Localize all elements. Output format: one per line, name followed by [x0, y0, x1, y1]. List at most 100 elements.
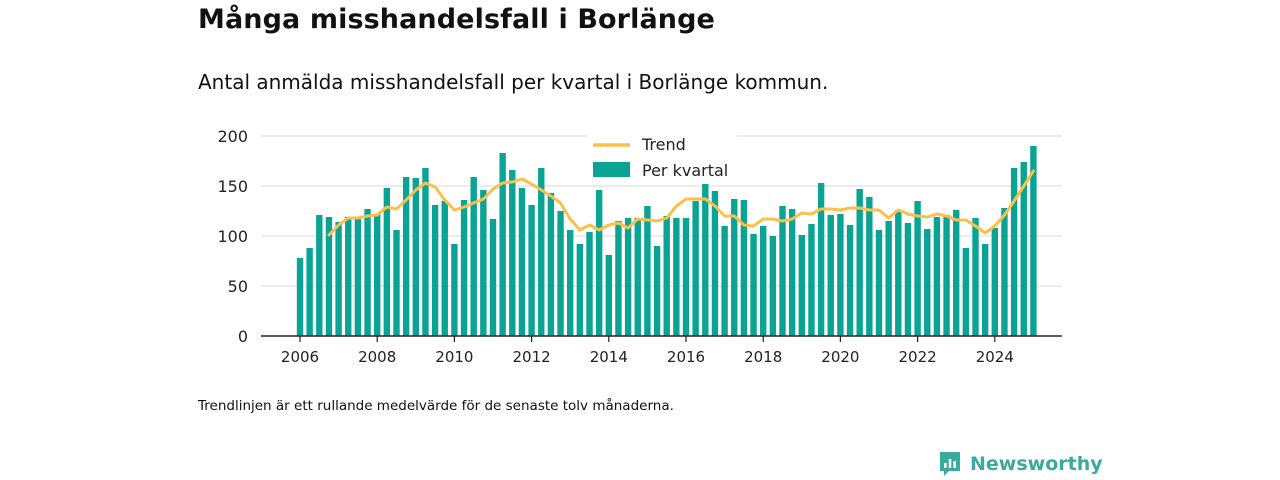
bar — [663, 216, 670, 336]
bar — [1030, 146, 1037, 336]
bar — [316, 215, 323, 336]
bar — [914, 201, 921, 336]
bar — [325, 217, 333, 336]
bar — [547, 193, 555, 336]
bar — [460, 200, 468, 336]
bar — [431, 205, 439, 336]
bar — [567, 230, 574, 336]
bar — [817, 183, 825, 336]
trend-line — [327, 169, 1035, 237]
bar — [1010, 168, 1018, 336]
newsworthy-logo-icon — [940, 452, 960, 476]
bar — [837, 214, 844, 336]
bar — [634, 218, 641, 336]
bar — [856, 189, 863, 336]
bar — [374, 214, 381, 336]
bar — [827, 215, 834, 336]
bar — [943, 215, 950, 336]
bar — [557, 211, 564, 336]
y-tick-label: 200 — [217, 127, 248, 146]
bar — [933, 217, 941, 336]
x-tick-label: 2022 — [899, 348, 937, 366]
bar — [393, 230, 400, 336]
bar — [866, 197, 873, 336]
bar — [692, 201, 699, 336]
x-tick-label: 2016 — [667, 348, 705, 366]
bar — [779, 206, 786, 336]
bar — [422, 168, 429, 336]
bar — [615, 221, 622, 336]
y-tick-label: 0 — [238, 327, 248, 346]
brand-name: Newsworthy — [970, 453, 1103, 475]
bar — [576, 244, 584, 336]
bar — [962, 248, 970, 336]
y-tick-label: 100 — [217, 227, 248, 246]
bar — [451, 244, 458, 336]
bar — [538, 168, 545, 336]
bar — [769, 236, 777, 336]
bar — [402, 177, 410, 336]
bar — [1001, 208, 1008, 336]
bar — [1020, 162, 1027, 336]
bar — [875, 230, 883, 336]
legend-trend-label: Trend — [641, 135, 686, 154]
bar — [383, 188, 391, 336]
bar — [991, 228, 998, 336]
bar — [760, 226, 767, 336]
bar — [441, 201, 448, 336]
bar — [702, 181, 709, 336]
bar — [345, 217, 352, 336]
y-tick-label: 150 — [217, 177, 248, 196]
x-tick-label: 2018 — [744, 348, 782, 366]
bar — [364, 209, 371, 336]
bar — [605, 255, 612, 336]
chart-title: Många misshandelsfall i Borlänge — [198, 4, 715, 35]
bar — [335, 222, 342, 336]
x-tick-label: 2020 — [821, 348, 859, 366]
bar — [953, 210, 960, 336]
bar — [653, 246, 661, 336]
x-tick-label: 2006 — [281, 348, 319, 366]
chart-subtitle: Antal anmälda misshandelsfall per kvarta… — [198, 70, 829, 94]
bar — [354, 218, 362, 336]
x-tick-label: 2010 — [435, 348, 473, 366]
x-tick-label: 2008 — [358, 348, 396, 366]
bar — [518, 188, 526, 336]
bar — [972, 218, 979, 336]
bar — [721, 226, 728, 336]
x-tick-label: 2012 — [513, 348, 551, 366]
bar — [846, 225, 854, 336]
legend-bar-swatch — [593, 162, 630, 177]
x-tick-label: 2024 — [976, 348, 1014, 366]
bar — [904, 223, 912, 336]
bar — [499, 153, 506, 336]
bar — [644, 206, 651, 336]
bar — [750, 234, 757, 336]
bar — [798, 235, 805, 336]
brand-logo: Newsworthy — [938, 450, 1103, 478]
bar — [489, 219, 497, 336]
legend-bar-label: Per kvartal — [642, 161, 728, 180]
bar — [509, 170, 516, 336]
bar — [924, 229, 931, 336]
footnote: Trendlinjen är ett rullande medelvärde f… — [198, 398, 674, 414]
bar — [586, 232, 593, 336]
bar — [885, 221, 892, 336]
bar — [528, 205, 535, 336]
bar — [296, 258, 304, 336]
bar — [306, 248, 313, 336]
bar — [624, 218, 632, 336]
bar — [595, 190, 603, 336]
bar — [981, 244, 989, 336]
bar — [682, 218, 690, 336]
bar — [808, 224, 815, 336]
y-tick-label: 50 — [228, 277, 248, 296]
bar — [895, 210, 902, 336]
x-tick-label: 2014 — [590, 348, 628, 366]
bar — [740, 200, 748, 336]
bar — [788, 209, 796, 336]
bar — [731, 199, 738, 336]
bar — [711, 191, 719, 336]
bar — [480, 190, 487, 336]
